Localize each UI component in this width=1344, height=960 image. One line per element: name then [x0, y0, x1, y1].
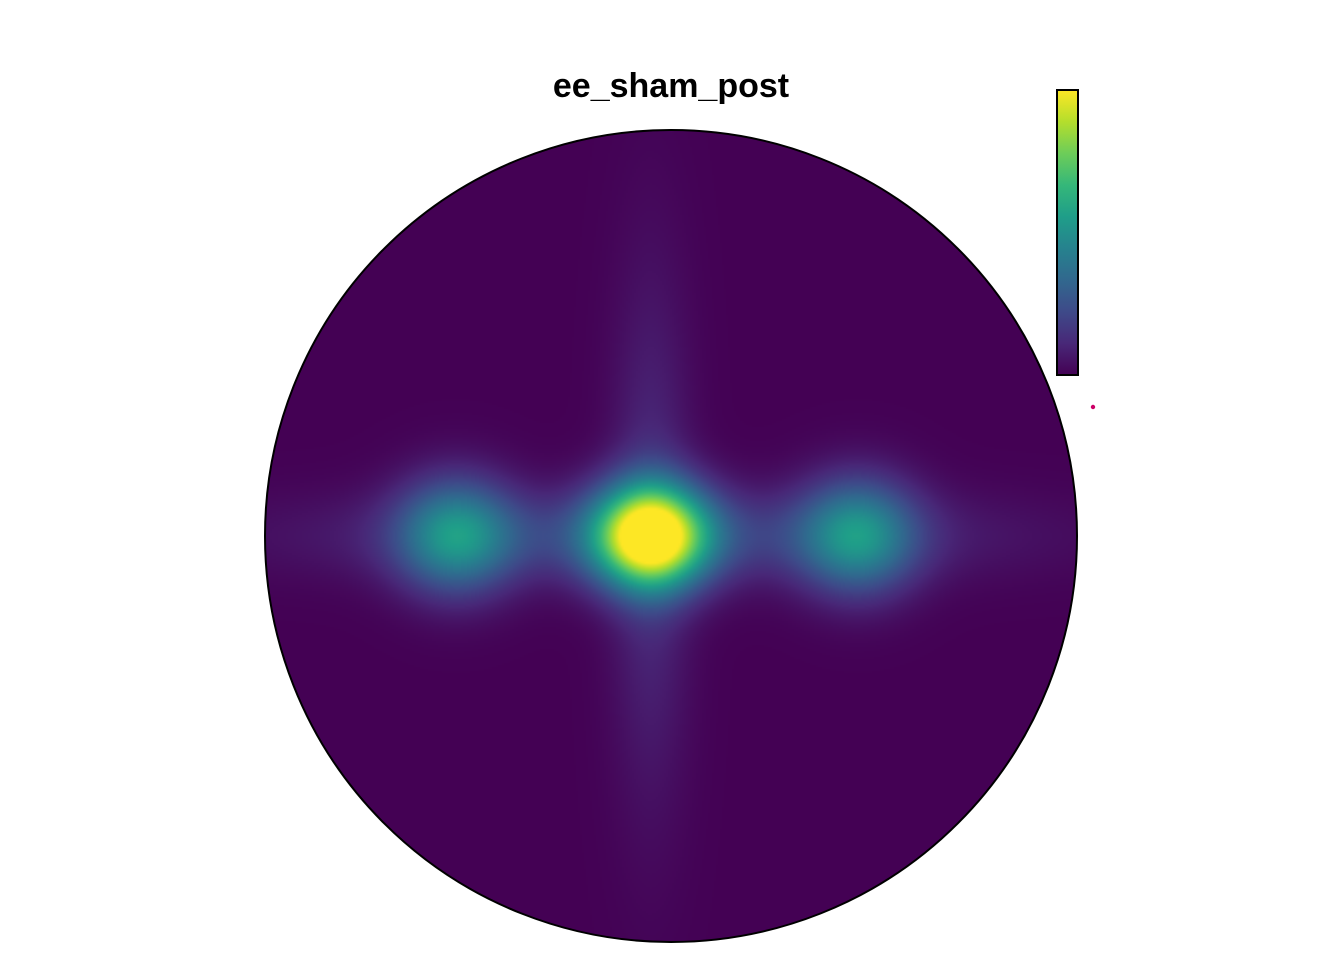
heatmap-image [265, 130, 1077, 942]
heatmap-area [265, 130, 1077, 942]
chart-title: ee_sham_post [553, 67, 789, 105]
arena-boundary [264, 129, 1078, 943]
annotation-marker [1090, 404, 1096, 410]
colorbar [1056, 89, 1079, 376]
